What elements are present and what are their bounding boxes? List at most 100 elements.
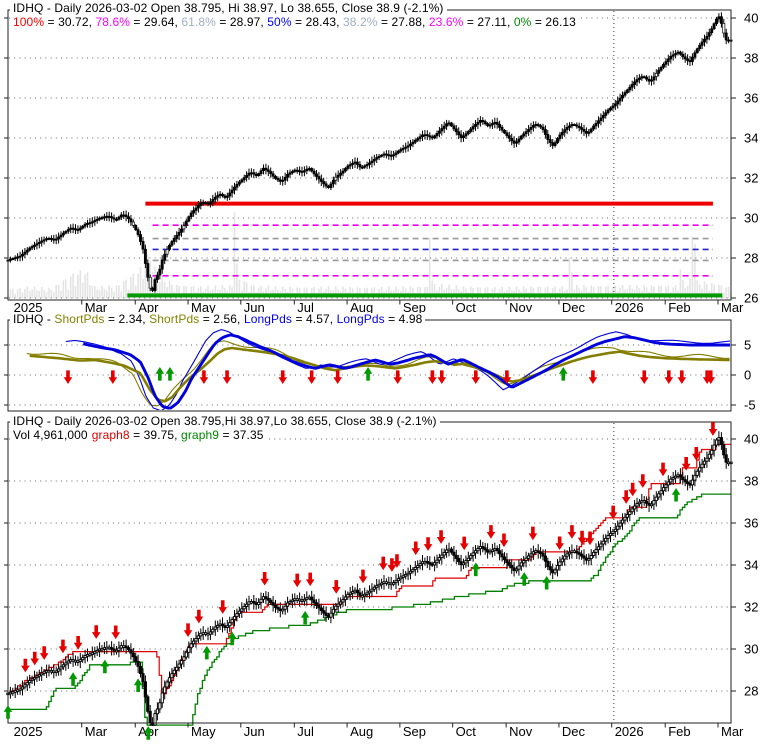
volume-bar	[359, 288, 361, 298]
price-bar-body	[235, 183, 239, 188]
price-bar-body	[589, 555, 593, 560]
volume-bar	[45, 291, 48, 298]
x-axis-label: 2025	[14, 724, 43, 739]
price-bar-body	[507, 562, 511, 566]
volume-bar	[98, 290, 101, 298]
x-axis-label: May	[191, 724, 216, 739]
volume-bar	[137, 273, 139, 298]
sell-arrow-icon	[567, 525, 577, 539]
price-bar-body	[276, 607, 280, 610]
price-bar-body	[155, 708, 160, 715]
volume-bar	[28, 290, 31, 298]
x-axis-label: 2026	[615, 300, 644, 315]
volume-bar	[486, 287, 489, 298]
volume-bar	[9, 289, 12, 298]
graph-value: = 39.75,	[129, 428, 182, 442]
volume-bar	[310, 288, 313, 298]
sell-arrow-icon	[423, 537, 433, 551]
x-axis-label: Jun	[244, 300, 265, 315]
price-bar-body	[175, 666, 179, 671]
volume-bar	[274, 286, 277, 298]
volume-bar	[342, 286, 344, 298]
x-axis-label: Oct	[456, 724, 477, 739]
price-bar-body	[592, 125, 596, 130]
x-axis-label: Aug	[350, 724, 373, 739]
price-bar-body	[237, 181, 241, 185]
volume-bar	[289, 286, 291, 298]
price-bar-body	[673, 475, 678, 479]
price-bar-body	[124, 214, 128, 218]
buy-arrow-icon	[300, 610, 310, 625]
volume-bar	[441, 284, 443, 298]
price-bar-body	[548, 566, 552, 571]
volume-bar	[723, 292, 725, 298]
price-bar-body	[382, 153, 386, 156]
volume-bar	[303, 287, 306, 298]
price-bar-body	[601, 540, 605, 545]
x-axis-label: Jun	[244, 724, 265, 739]
price-bar-body	[151, 287, 155, 291]
x-axis-label: Mar	[721, 300, 744, 315]
price-bar-body	[180, 228, 183, 233]
price-bar-body	[481, 546, 485, 549]
price-bar-body	[495, 548, 499, 552]
price-bar-body	[230, 189, 234, 194]
volume-bar	[214, 285, 217, 298]
volume-bar	[125, 279, 127, 298]
price-bar-body	[351, 591, 355, 594]
volume-bar	[494, 287, 496, 298]
volume-bar	[106, 290, 108, 298]
price-bar-body	[650, 79, 653, 82]
price-bar-body	[372, 586, 376, 590]
volume-bar	[727, 286, 730, 298]
price-bar-body	[411, 141, 415, 145]
price-bar-body	[365, 592, 369, 595]
price-bar-body	[208, 631, 213, 635]
price-bar-body	[375, 157, 379, 160]
price-bar-body	[676, 51, 680, 54]
price-bar-body	[568, 125, 571, 128]
sell-arrow-icon	[260, 571, 269, 586]
price-bar-body	[515, 141, 518, 144]
price-bar-body	[394, 152, 398, 156]
price-bar-body	[659, 490, 663, 495]
price-bar-body	[119, 214, 123, 218]
price-bar-body	[375, 585, 379, 588]
volume-bar	[614, 285, 617, 298]
price-bar-body	[146, 263, 150, 278]
price-bar-body	[633, 81, 637, 85]
price-bar-body	[432, 562, 437, 566]
volume-bar	[371, 288, 373, 298]
sell-arrow-icon	[502, 370, 512, 384]
x-axis-label: Dec	[562, 300, 586, 315]
price-bar-body	[105, 215, 109, 218]
price-bar-body	[633, 505, 637, 510]
price-bar-body	[278, 179, 282, 182]
price-bar-body	[454, 128, 458, 133]
price-bar-body	[698, 467, 702, 472]
price-bar-body	[189, 212, 193, 218]
fib-value: = 28.43,	[291, 15, 343, 29]
price-bar-body	[517, 138, 521, 143]
y-axis-label: 32	[744, 171, 758, 186]
price-bar-body	[54, 670, 58, 674]
fib-pct-label: 23.6%	[428, 15, 464, 29]
price-bar-body	[594, 549, 598, 553]
volume-bar	[243, 281, 245, 298]
price-bar-body	[404, 146, 408, 149]
volume-bar	[250, 285, 253, 298]
fib-pct-label: 0%	[513, 15, 532, 29]
price-bar-body	[257, 173, 261, 177]
volume-bar	[578, 288, 580, 298]
price-bar-body	[522, 560, 526, 564]
fib-pct-label: 78.6%	[95, 15, 130, 29]
price-bar-body	[368, 162, 371, 165]
price-bar-body	[563, 129, 567, 133]
volume-bar	[197, 287, 200, 298]
price-bar-body	[551, 142, 555, 146]
volume-bar	[665, 286, 667, 298]
x-axis-label: Apr	[138, 300, 159, 315]
price-bar-body	[640, 76, 644, 79]
price-bar-body	[678, 51, 682, 55]
volume-bar	[537, 286, 539, 298]
